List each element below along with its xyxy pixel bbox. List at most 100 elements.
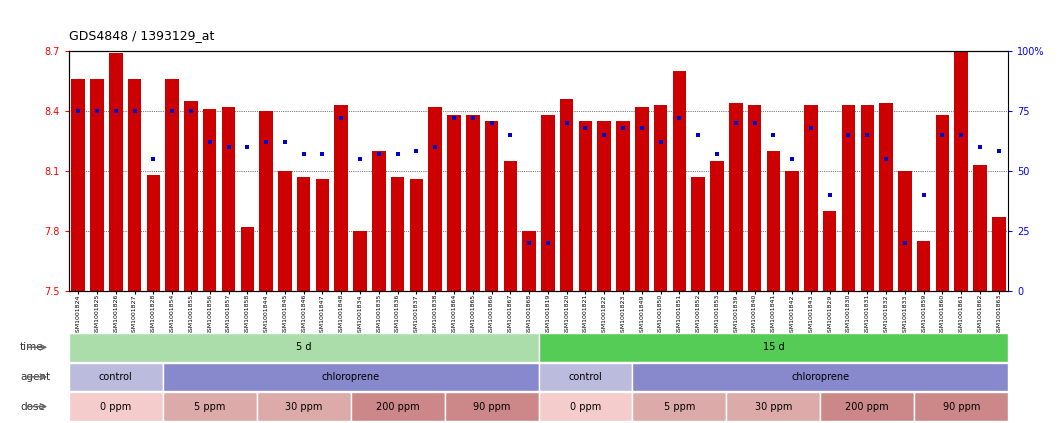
Bar (726, 392, 821, 421)
Text: 5 d: 5 d (295, 342, 311, 352)
Point (295, 151, 312, 157)
Point (145, 155, 162, 162)
Text: 5 ppm: 5 ppm (194, 401, 226, 412)
Text: 30 ppm: 30 ppm (755, 401, 792, 412)
Bar (485, 121, 499, 291)
Bar (653, 105, 667, 291)
Bar (914, 392, 1008, 421)
Bar (842, 105, 856, 291)
Point (371, 151, 388, 157)
Bar (879, 103, 893, 291)
Point (765, 131, 782, 138)
Bar (240, 227, 254, 291)
Point (427, 143, 444, 150)
Bar (821, 392, 914, 421)
Bar (335, 105, 348, 291)
Bar (447, 115, 461, 291)
Text: 15 d: 15 d (762, 342, 784, 352)
Bar (729, 103, 742, 291)
Text: 0 ppm: 0 ppm (101, 401, 131, 412)
Point (934, 131, 951, 138)
Bar (256, 392, 351, 421)
Point (784, 155, 801, 162)
Text: 200 ppm: 200 ppm (376, 401, 419, 412)
Point (859, 131, 876, 138)
Bar (466, 115, 480, 291)
Point (539, 239, 556, 246)
Bar (578, 121, 592, 291)
Point (633, 124, 650, 131)
Bar (316, 179, 329, 291)
Bar (597, 121, 611, 291)
Bar (90, 79, 104, 291)
Bar (69, 363, 163, 391)
Bar (128, 79, 141, 291)
Point (239, 143, 256, 150)
Bar (936, 115, 949, 291)
Text: control: control (98, 372, 132, 382)
Point (614, 124, 631, 131)
Point (464, 115, 481, 121)
Bar (861, 105, 874, 291)
Point (953, 131, 970, 138)
Point (220, 143, 237, 150)
Bar (163, 363, 539, 391)
Point (896, 239, 913, 246)
Bar (539, 363, 632, 391)
Bar (560, 99, 573, 291)
Point (577, 124, 594, 131)
Text: 90 ppm: 90 ppm (473, 401, 510, 412)
Bar (632, 392, 726, 421)
Text: agent: agent (20, 372, 50, 382)
Point (689, 131, 706, 138)
Bar (146, 175, 160, 291)
Bar (539, 392, 632, 421)
Text: time: time (20, 342, 43, 352)
Point (652, 138, 669, 145)
Point (821, 191, 838, 198)
Point (408, 148, 425, 155)
Point (728, 119, 744, 126)
Point (70, 107, 87, 114)
Bar (69, 333, 539, 362)
Text: GDS4848 / 1393129_at: GDS4848 / 1393129_at (69, 29, 214, 42)
Bar (297, 177, 310, 291)
Bar (748, 105, 761, 291)
Bar (616, 121, 630, 291)
Bar (109, 53, 123, 291)
Point (164, 107, 181, 114)
Point (276, 138, 293, 145)
Point (182, 107, 199, 114)
Point (971, 143, 988, 150)
Bar (163, 392, 256, 421)
Bar (429, 107, 442, 291)
Point (126, 107, 143, 114)
Bar (351, 392, 445, 421)
Bar (767, 151, 780, 291)
Bar (539, 333, 1008, 362)
Point (446, 115, 463, 121)
Bar (917, 241, 931, 291)
Bar (711, 161, 723, 291)
Point (840, 131, 857, 138)
Bar (522, 231, 536, 291)
Bar (203, 109, 216, 291)
Point (201, 138, 218, 145)
Text: chloroprene: chloroprene (791, 372, 849, 382)
Bar (184, 101, 198, 291)
Point (671, 115, 688, 121)
Point (502, 131, 519, 138)
Text: chloroprene: chloroprene (322, 372, 380, 382)
Bar (372, 151, 385, 291)
Bar (391, 177, 405, 291)
Point (558, 119, 575, 126)
Bar (541, 115, 555, 291)
Point (483, 119, 500, 126)
Bar (954, 47, 968, 291)
Point (352, 155, 369, 162)
Point (333, 115, 349, 121)
Point (708, 151, 725, 157)
Point (389, 151, 406, 157)
Point (521, 239, 538, 246)
Point (89, 107, 106, 114)
